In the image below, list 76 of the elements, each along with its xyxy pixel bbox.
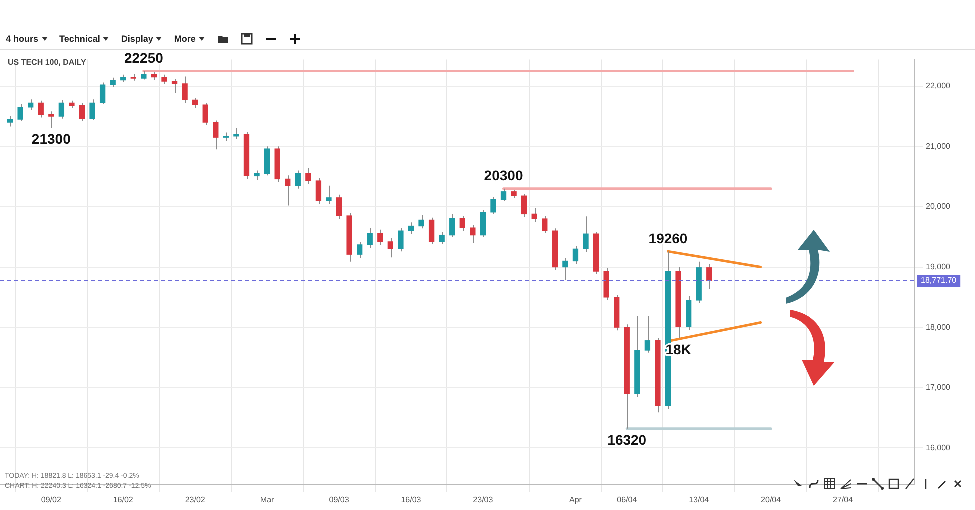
x-tick-label: 16/03 — [401, 495, 422, 504]
candlestick — [79, 102, 86, 122]
candlestick — [428, 217, 435, 245]
candlestick — [58, 100, 65, 120]
candlestick — [162, 74, 168, 86]
candlestick — [583, 216, 589, 253]
x-tick-label: 23/02 — [185, 495, 206, 504]
x-tick-label: 20/04 — [761, 495, 782, 504]
candlestick — [644, 316, 651, 354]
annotation: 22250 — [124, 50, 164, 66]
candlestick — [490, 196, 496, 215]
candlestick — [706, 264, 712, 290]
candlestick — [192, 98, 198, 109]
y-tick-label: 20,000 — [926, 202, 952, 212]
x-tick-label: 09/02 — [41, 495, 62, 504]
x-tick-label: 09/03 — [329, 495, 350, 504]
y-tick-label: 21,000 — [926, 142, 952, 151]
candlestick — [378, 229, 384, 246]
candlestick — [254, 170, 260, 181]
annotation: 16320 — [608, 432, 647, 448]
text: 4 hours — [6, 34, 39, 44]
candlestick — [90, 99, 96, 121]
candlestick — [480, 209, 486, 238]
candlestick — [326, 185, 332, 206]
candlestick — [521, 194, 528, 218]
candlestick — [336, 194, 342, 220]
candlestick — [18, 104, 24, 122]
text: Technical — [60, 34, 100, 44]
x-tick-label: Apr — [570, 495, 582, 504]
candlestick — [357, 241, 363, 259]
candlestick — [28, 99, 34, 111]
annotation: 21300 — [32, 130, 72, 147]
annotation: 19260 — [648, 230, 688, 246]
annotation: 20300 — [484, 168, 524, 184]
x-tick-label: 16/02 — [113, 495, 134, 504]
x-tick-label: Mar — [260, 495, 275, 504]
text: Display — [121, 34, 154, 44]
y-tick-label: 18,000 — [926, 322, 952, 332]
candlestick — [450, 214, 456, 238]
text: More — [174, 34, 196, 44]
candlestick — [500, 188, 507, 202]
candlestick — [7, 116, 14, 128]
x-tick-label: 23/03 — [473, 495, 494, 504]
candlestick — [460, 216, 466, 232]
y-tick-label: 22,000 — [926, 82, 952, 91]
candlestick — [316, 178, 322, 204]
ref-line-label: 18,771.70 — [921, 276, 958, 286]
candlestick — [202, 102, 208, 126]
candlestick — [367, 228, 373, 248]
y-tick-label: 19,000 — [926, 262, 952, 272]
chart-title: US TECH 100, DAILY — [8, 58, 86, 67]
y-tick-label: 17,000 — [926, 383, 952, 392]
x-tick-label: 27/04 — [833, 495, 854, 504]
candlestick — [48, 111, 54, 128]
x-tick-label: 06/04 — [617, 495, 638, 504]
x-tick-label: 13/04 — [689, 495, 710, 504]
candlestick — [213, 120, 219, 150]
candlestick — [532, 208, 538, 223]
candlestick — [172, 78, 178, 94]
candlestick — [285, 175, 291, 206]
candlestick — [295, 170, 301, 190]
candlestick — [562, 258, 568, 282]
y-tick-label: 16,000 — [926, 443, 952, 452]
candlestick — [100, 82, 106, 105]
candlestick — [398, 228, 404, 252]
candlestick — [388, 238, 394, 258]
candlestick — [418, 214, 424, 230]
candlestick — [408, 222, 414, 235]
candlestick — [306, 168, 312, 185]
candlestick — [572, 246, 579, 265]
candlestick — [542, 216, 548, 234]
candlestick — [439, 232, 445, 245]
candlestick — [182, 76, 188, 104]
candlestick — [470, 224, 476, 244]
candlestick — [38, 100, 44, 118]
candlestick — [110, 77, 116, 88]
